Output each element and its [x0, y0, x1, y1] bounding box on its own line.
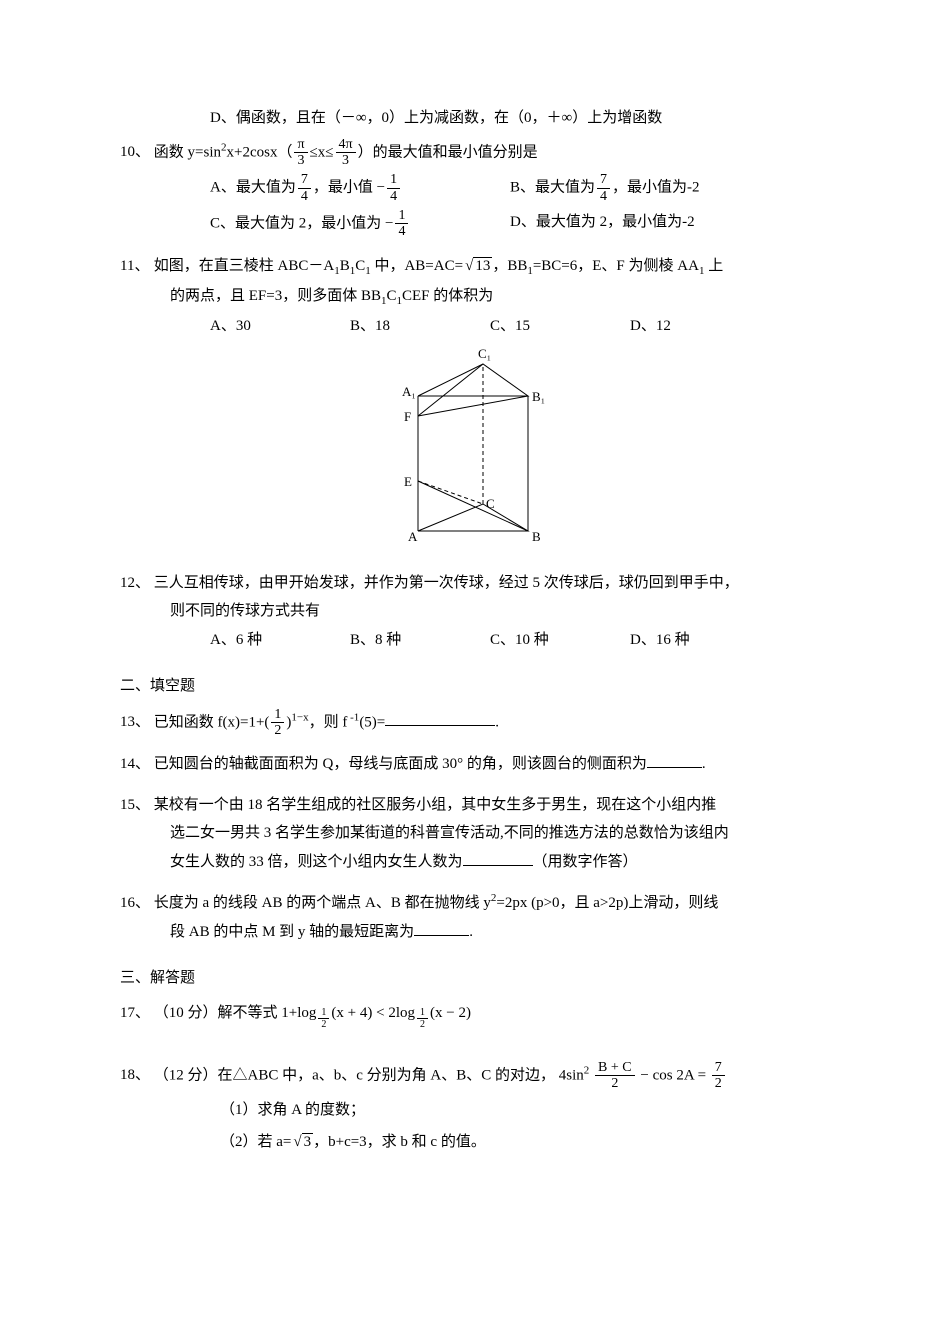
q12-option-d: D、16 种 [630, 626, 770, 655]
q14-blank[interactable] [647, 752, 702, 768]
q11-options: A、30 B、18 C、15 D、12 [120, 312, 825, 341]
q12-option-b: B、8 种 [350, 626, 490, 655]
section-2-heading: 二、填空题 [120, 672, 825, 701]
q12-option-a: A、6 种 [210, 626, 350, 655]
q10-option-c: C、最大值为 2，最小值为 −14 [210, 208, 510, 240]
question-13: 13、 已知函数 f(x)=1+(12)1−x，则 f -1(5)=. [120, 707, 825, 739]
q11-figure: A B C A₁ B₁ C₁ E F [120, 346, 825, 557]
q15-blank[interactable] [463, 850, 533, 866]
question-12: 12、 三人互相传球，由甲开始发球，并作为第一次传球，经过 5 次传球后，球仍回… [120, 569, 825, 655]
q18-sub1: （1）求角 A 的度数； [120, 1096, 825, 1125]
q12-number: 12、 [120, 569, 150, 598]
q12-option-c: C、10 种 [490, 626, 630, 655]
q10-stem-c: ≤x≤ [310, 144, 334, 160]
question-15: 15、 某校有一个由 18 名学生组成的社区服务小组，其中女生多于男生，现在这个… [120, 791, 825, 877]
q15-number: 15、 [120, 791, 150, 820]
question-16: 16、 长度为 a 的线段 AB 的两个端点 A、B 都在抛物线 y2=2px … [120, 888, 825, 946]
q16-blank[interactable] [414, 920, 469, 936]
label-B1: B₁ [532, 389, 545, 404]
q13-blank[interactable] [385, 710, 495, 726]
q11-number: 11、 [120, 252, 150, 281]
q16-number: 16、 [120, 889, 150, 918]
label-B: B [532, 529, 541, 544]
label-C: C [486, 496, 495, 511]
q17-number: 17、 [120, 999, 150, 1028]
prev-option-d: D、偶函数，且在（－∞，0）上为减函数，在（0，＋∞）上为增函数 [120, 104, 825, 133]
q11-sqrt: 13 [463, 252, 492, 281]
q13-number: 13、 [120, 708, 150, 737]
q10-stem-d: ）的最大值和最小值分别是 [358, 144, 538, 160]
q10-option-b: B、最大值为74，最小值为-2 [510, 172, 700, 204]
label-A1: A₁ [402, 384, 416, 399]
q10-stem-a: 函数 y=sin [154, 144, 221, 160]
question-14: 14、 已知圆台的轴截面面积为 Q，母线与底面成 30° 的角，则该圆台的侧面积… [120, 750, 825, 779]
label-A: A [408, 529, 418, 544]
q11-option-d: D、12 [630, 312, 770, 341]
label-C1: C₁ [478, 346, 491, 361]
question-10: 10、 函数 y=sin2x+2cosx（π3≤x≤4π3）的最大值和最小值分别… [120, 137, 825, 240]
q11-option-a: A、30 [210, 312, 350, 341]
question-11: 11、 如图，在直三棱柱 ABC－A1B1C1 中，AB=AC=13，BB1=B… [120, 252, 825, 557]
q10-frac1: π3 [294, 137, 307, 169]
prev-option-d-text: D、偶函数，且在（－∞，0）上为减函数，在（0，＋∞）上为增函数 [210, 110, 662, 126]
q10-frac2: 4π3 [336, 137, 356, 169]
q10-option-a: A、最大值为74，最小值 −14 [210, 172, 510, 204]
label-E: E [404, 474, 412, 489]
q10-stem-b: x+2cosx（ [226, 144, 292, 160]
question-17: 17、 （10 分）解不等式 1+log12(x + 4) < 2log12(x… [120, 999, 825, 1030]
q10-number: 10、 [120, 138, 150, 167]
prism-diagram: A B C A₁ B₁ C₁ E F [378, 346, 568, 546]
q18-number: 18、 [120, 1061, 150, 1090]
q11-option-c: C、15 [490, 312, 630, 341]
q11-option-b: B、18 [350, 312, 490, 341]
q12-options: A、6 种 B、8 种 C、10 种 D、16 种 [120, 626, 825, 655]
q10-option-d: D、最大值为 2，最小值为-2 [510, 208, 695, 240]
section-3-heading: 三、解答题 [120, 964, 825, 993]
question-18: 18、 （12 分）在△ABC 中，a、b、c 分别为角 A、B、C 的对边， … [120, 1060, 825, 1157]
q18-sub2: （2）若 a=3，b+c=3，求 b 和 c 的值。 [120, 1128, 825, 1157]
label-F: F [404, 409, 411, 424]
q14-number: 14、 [120, 750, 150, 779]
